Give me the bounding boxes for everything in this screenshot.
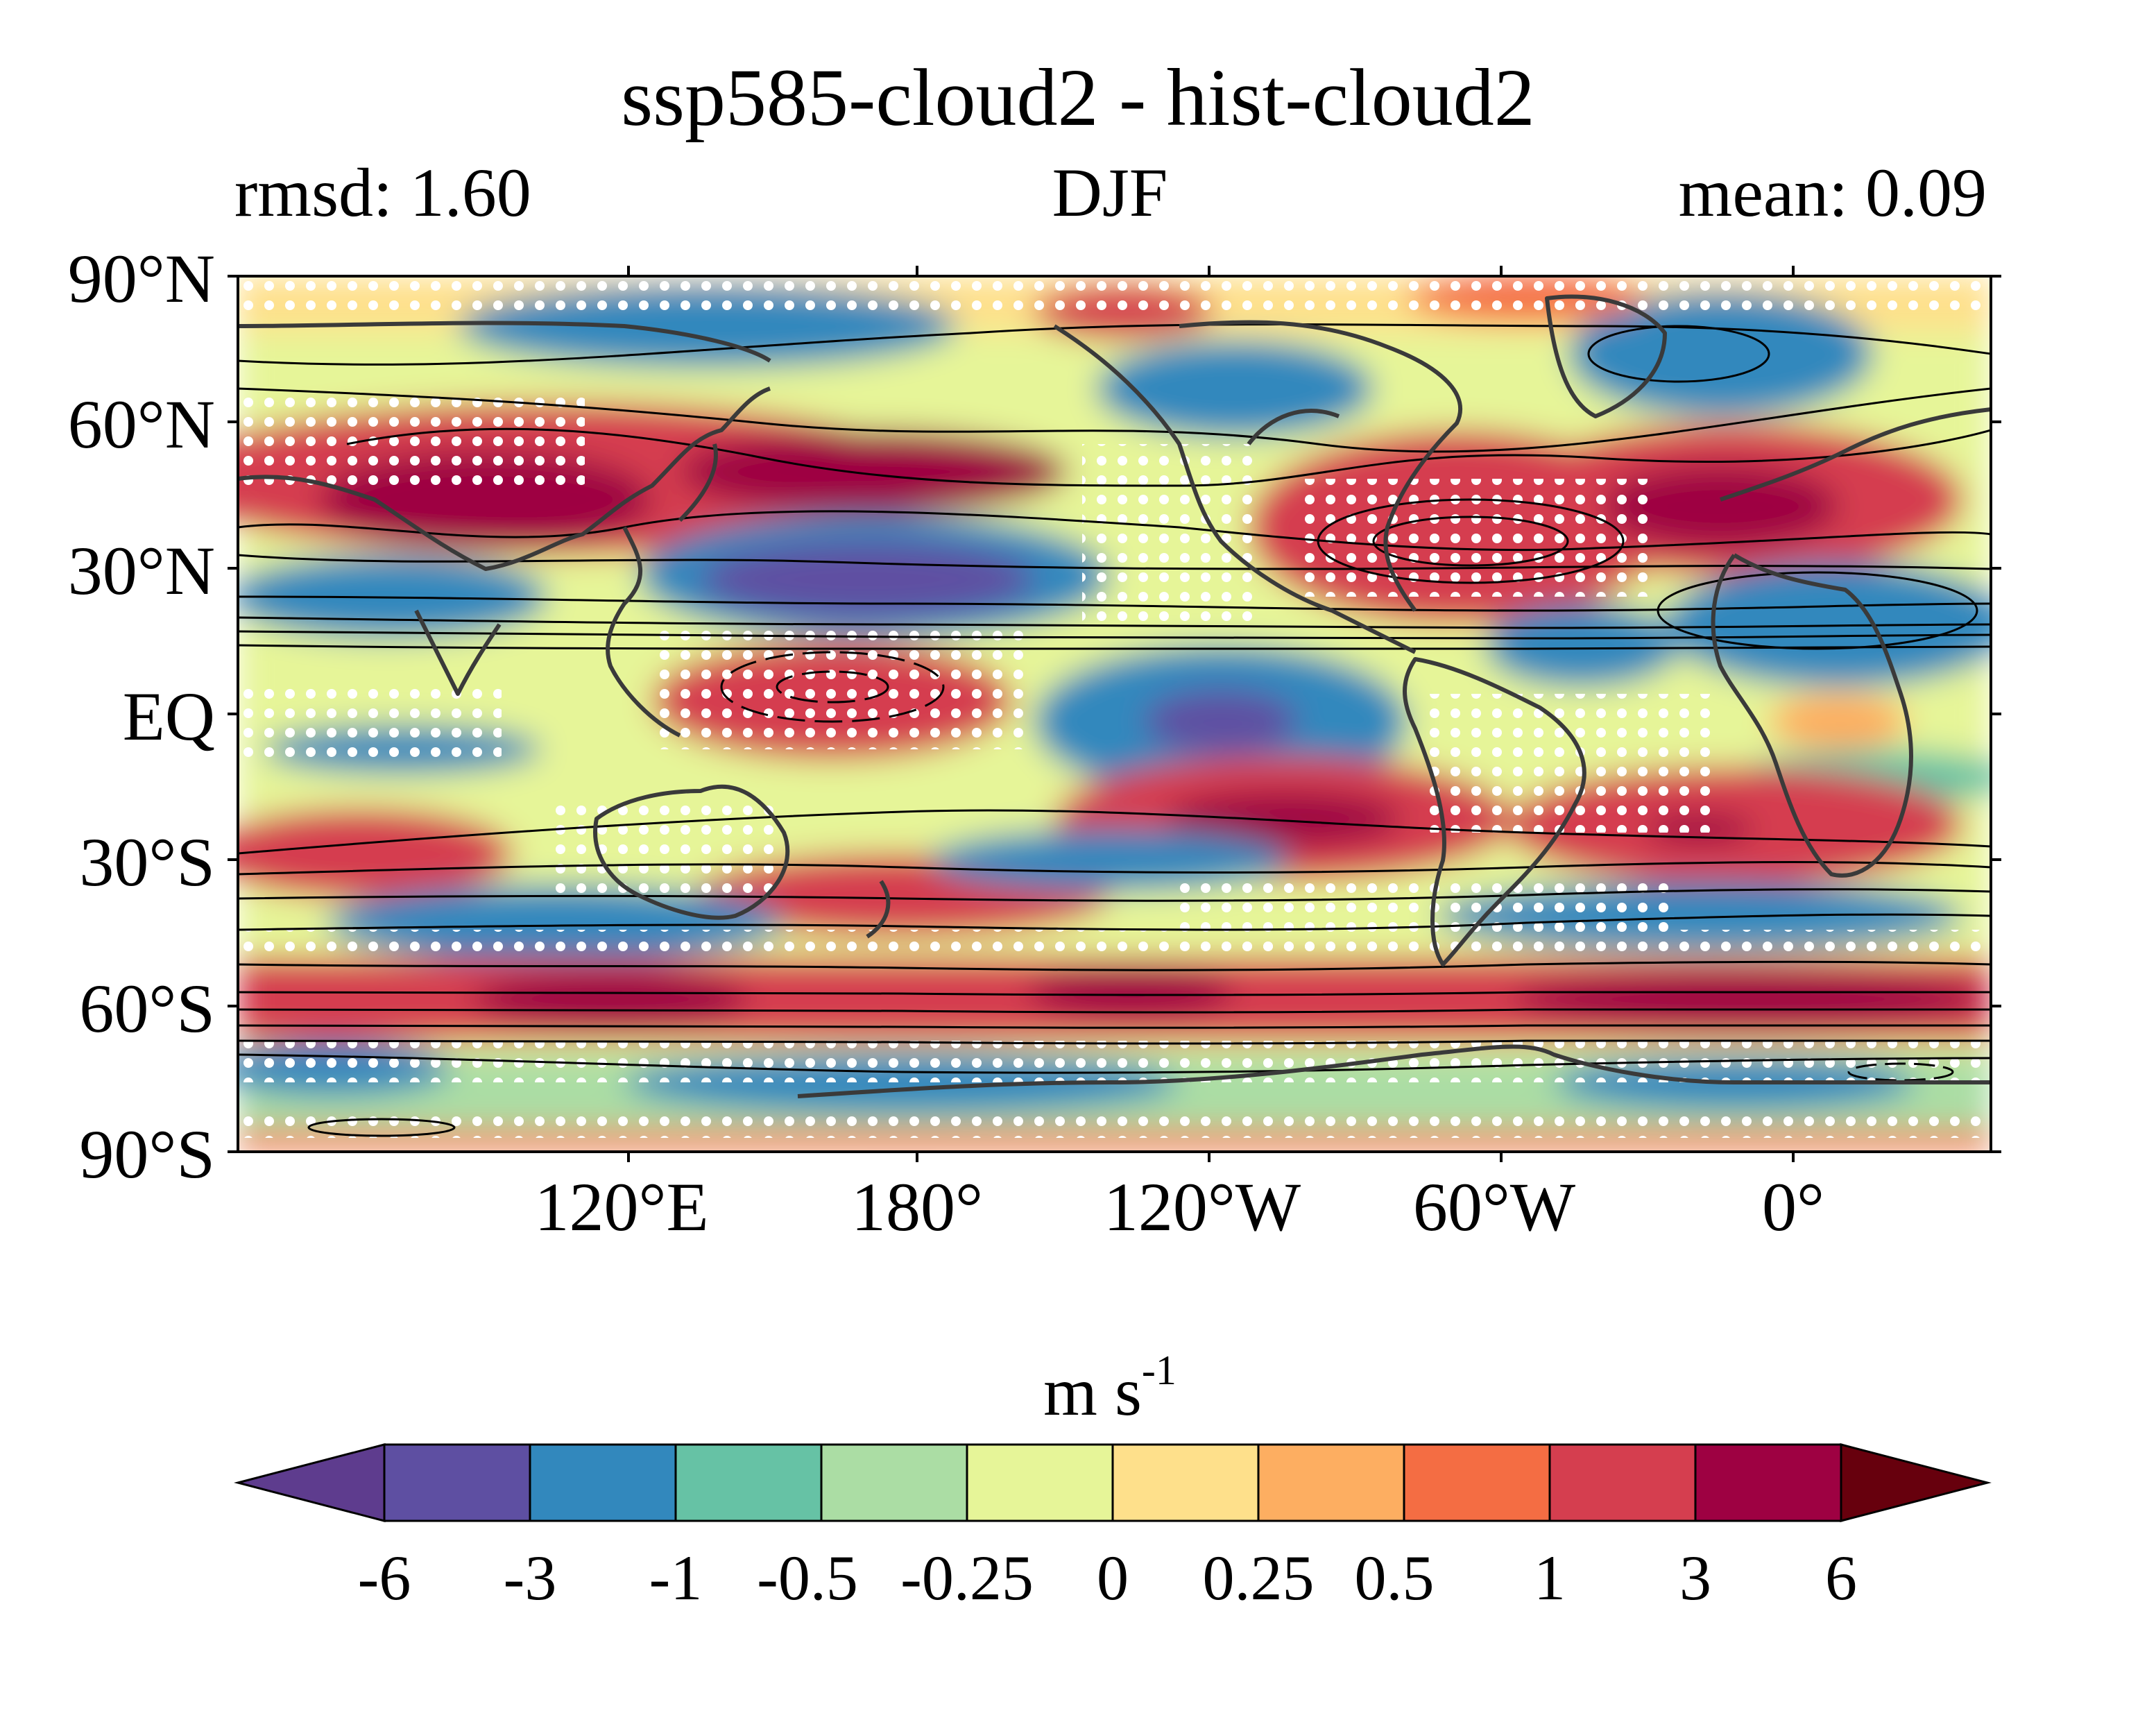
colorbar-bin (1548, 1443, 1697, 1522)
colorbar-tick-label: -0.25 (900, 1542, 1034, 1613)
lat-tick-label: 60°N (67, 386, 215, 463)
colorbar-under-arrow (234, 1443, 386, 1522)
lat-tick-label: EQ (122, 678, 215, 755)
map-area (238, 276, 1991, 1152)
colorbar-bin (529, 1443, 677, 1522)
colorbar-tick-label: 0.25 (1202, 1542, 1315, 1613)
rmsd-label: rmsd: 1.60 (234, 154, 531, 231)
colorbar-tick-label: 3 (1679, 1542, 1711, 1613)
lon-tick-label: 60°W (1412, 1168, 1576, 1245)
lat-tick-label: 90°S (79, 1116, 215, 1193)
colorbar-bin (966, 1443, 1114, 1522)
colorbar-tick-label: 6 (1825, 1542, 1857, 1613)
colorbar-tick-label: -0.5 (757, 1542, 858, 1613)
lat-tick-label: 30°N (67, 532, 215, 609)
colorbar-bin (1694, 1443, 1842, 1522)
colorbar-tick-label: -1 (649, 1542, 703, 1613)
significance-stippling (238, 276, 1991, 1138)
colorbar-unit-exponent: -1 (1141, 1347, 1177, 1393)
colorbar-unit-base: m s (1043, 1353, 1142, 1430)
coastlines (238, 294, 1991, 1098)
colorbar-over-arrow (1840, 1443, 1992, 1522)
colorbar-bin (1111, 1443, 1260, 1522)
lon-tick-label: 120°W (1103, 1168, 1301, 1245)
figure-title: ssp585-cloud2 - hist-cloud2 (621, 52, 1535, 143)
colorbar-bin (383, 1443, 531, 1522)
colorbar-bin (1403, 1443, 1551, 1522)
axis-ticks (228, 266, 2001, 1162)
climatology-contours (238, 323, 1991, 1137)
colorbar (234, 1443, 1992, 1522)
mean-label: mean: 0.09 (1678, 154, 1987, 231)
lon-tick-label: 0° (1762, 1168, 1824, 1245)
colorbar-tick-label: -6 (357, 1542, 411, 1613)
lat-tick-label: 30°S (79, 824, 215, 901)
lon-tick-label: 180° (851, 1168, 983, 1245)
lat-tick-label: 90°N (67, 240, 215, 317)
season-label: DJF (1052, 154, 1168, 231)
lon-tick-label: 120°E (534, 1168, 709, 1245)
colorbar-tick-label: -3 (503, 1542, 557, 1613)
colorbar-unit-label: m s-1 (0, 1349, 2156, 1427)
colorbar-bin (1257, 1443, 1405, 1522)
colorbar-tick-label: 0.5 (1354, 1542, 1435, 1613)
colorbar-bin (820, 1443, 968, 1522)
colorbar-tick-label: 0 (1097, 1542, 1129, 1613)
lat-tick-label: 60°S (79, 970, 215, 1047)
colorbar-bin (674, 1443, 823, 1522)
colorbar-tick-label: 1 (1534, 1542, 1566, 1613)
